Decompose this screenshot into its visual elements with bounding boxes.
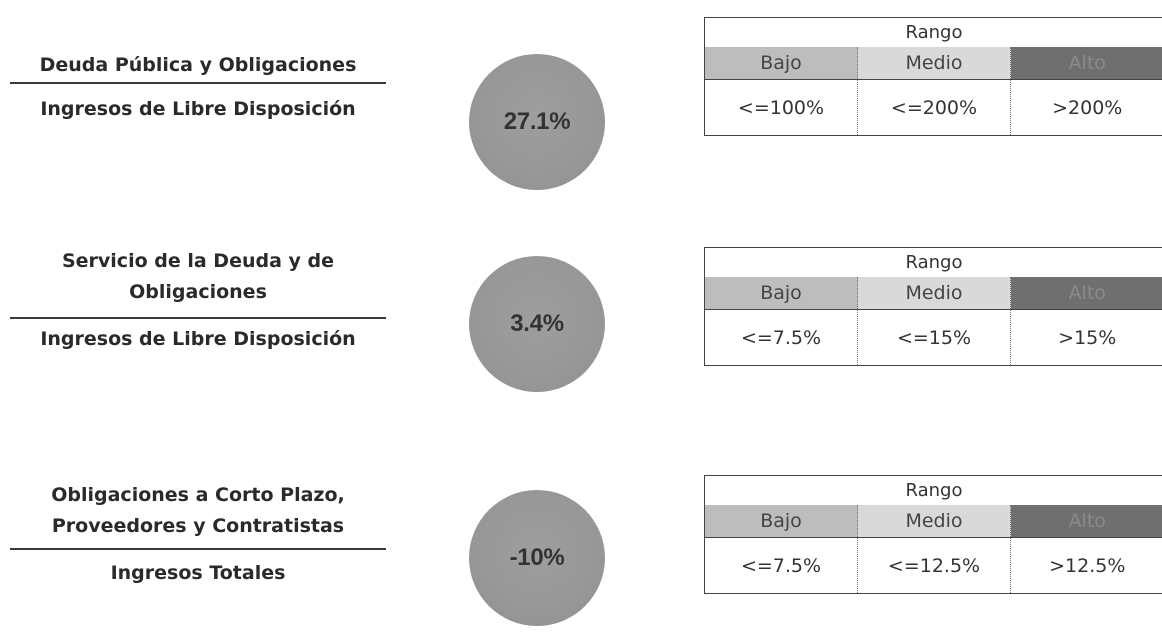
threshold-high: >15% <box>1010 309 1162 366</box>
denominator-text: Ingresos de Libre Disposición <box>40 328 356 350</box>
threshold-medium: <=200% <box>857 79 1011 136</box>
indicator-denominator: Ingresos de Libre Disposición <box>10 324 386 355</box>
indicator-formula: Deuda Pública y Obligaciones <box>10 50 386 81</box>
numerator-text: Servicio de la Deuda y de <box>61 250 335 272</box>
range-table: Rango Bajo Medio Alto <=100% <=200% >200… <box>704 17 1162 136</box>
threshold-low: <=7.5% <box>704 309 858 366</box>
threshold-medium: <=12.5% <box>857 537 1011 594</box>
denominator-text: Ingresos Totales <box>110 562 286 584</box>
indicator-denominator: Ingresos de Libre Disposición <box>10 94 386 125</box>
indicator-denominator: Ingresos Totales <box>10 558 386 589</box>
threshold-low: <=100% <box>704 79 858 136</box>
fraction-bar <box>10 548 386 550</box>
fraction-bar <box>10 82 386 84</box>
threshold-high: >200% <box>1010 79 1162 136</box>
level-medium: Medio <box>857 47 1011 80</box>
level-medium: Medio <box>857 277 1011 310</box>
range-title: Rango <box>704 17 1162 47</box>
numerator-text: Obligaciones <box>129 281 267 303</box>
indicator-value: 3.4% <box>510 310 564 337</box>
indicator-value: -10% <box>509 544 565 571</box>
level-high: Alto <box>1010 505 1162 538</box>
fraction-bar <box>10 317 386 319</box>
threshold-low: <=7.5% <box>704 537 858 594</box>
numerator-text: Deuda Pública y Obligaciones <box>39 54 357 76</box>
level-low: Bajo <box>704 505 858 538</box>
range-table: Rango Bajo Medio Alto <=7.5% <=15% >15% <box>704 247 1162 366</box>
value-circle: -10% <box>469 490 605 626</box>
range-table: Rango Bajo Medio Alto <=7.5% <=12.5% >12… <box>704 475 1162 594</box>
numerator-text: Obligaciones a Corto Plazo, <box>51 484 345 506</box>
value-circle: 27.1% <box>469 54 605 190</box>
threshold-medium: <=15% <box>857 309 1011 366</box>
level-low: Bajo <box>704 47 858 80</box>
level-high: Alto <box>1010 47 1162 80</box>
range-title: Rango <box>704 475 1162 505</box>
indicator-formula: Obligaciones a Corto Plazo, Proveedores … <box>10 480 386 542</box>
range-title: Rango <box>704 247 1162 277</box>
numerator-text: Proveedores y Contratistas <box>51 515 345 537</box>
level-medium: Medio <box>857 505 1011 538</box>
indicator-value: 27.1% <box>503 108 571 135</box>
threshold-high: >12.5% <box>1010 537 1162 594</box>
denominator-text: Ingresos de Libre Disposición <box>40 98 356 120</box>
value-circle: 3.4% <box>469 256 605 392</box>
level-high: Alto <box>1010 277 1162 310</box>
level-low: Bajo <box>704 277 858 310</box>
indicator-formula: Servicio de la Deuda y de Obligaciones <box>10 246 386 308</box>
